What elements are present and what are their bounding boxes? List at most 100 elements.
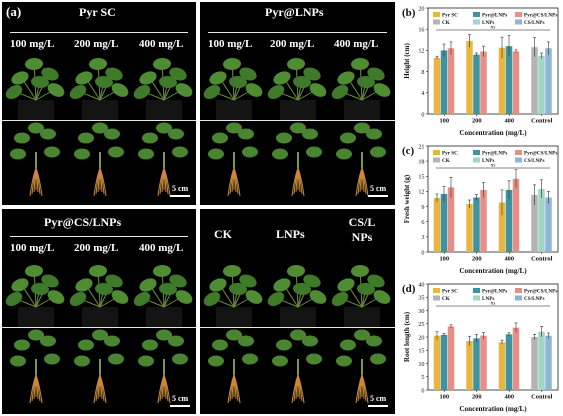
photo-quadrant-pyr-lnps: Pyr@LNPs 100 mg/L 200 mg/L 400 mg/L 5 cm bbox=[200, 2, 395, 205]
x-tick-label: 200 bbox=[472, 118, 482, 125]
x-tick-label: Control bbox=[531, 118, 552, 125]
bar bbox=[480, 51, 487, 114]
legend-swatch bbox=[515, 288, 522, 293]
y-tick-label: 20 bbox=[418, 5, 424, 12]
y-tick-label: 10 bbox=[418, 361, 424, 368]
legend-label: CS/LNPs bbox=[524, 296, 544, 302]
y-tick-label: 5 bbox=[421, 374, 424, 381]
treatment-label: 400 mg/L bbox=[334, 38, 379, 50]
bar bbox=[466, 340, 473, 390]
legend-swatch bbox=[515, 295, 522, 301]
bar bbox=[466, 204, 473, 252]
bar bbox=[512, 51, 520, 114]
photo-quadrant-controls: CK LNPs CS/L NPs 5 cm bbox=[200, 209, 395, 414]
significance-label: ns bbox=[491, 301, 496, 307]
y-tick-label: 35 bbox=[418, 295, 424, 302]
y-axis-label: Height (cm) bbox=[403, 43, 411, 79]
treatment-label: 200 mg/L bbox=[270, 38, 315, 50]
legend-label: Pyr@CS/LNPs bbox=[524, 289, 557, 295]
legend-swatch bbox=[433, 12, 440, 17]
bar bbox=[545, 335, 552, 390]
y-tick-label: 3 bbox=[421, 234, 424, 241]
y-tick-label: 18 bbox=[418, 158, 424, 165]
panel-letter: (b) bbox=[402, 7, 416, 19]
y-tick-label: 12 bbox=[418, 189, 424, 196]
bar bbox=[538, 55, 545, 114]
legend-label: Pyr SC bbox=[442, 13, 458, 19]
legend-label: Pyr@LNPs bbox=[482, 289, 507, 295]
treatment-label: 400 mg/L bbox=[139, 38, 184, 50]
treatment-label: 100 mg/L bbox=[10, 242, 55, 254]
bar bbox=[447, 48, 455, 114]
scale-bar bbox=[368, 195, 388, 197]
y-tick-label: 25 bbox=[418, 321, 424, 328]
scale-bar bbox=[368, 405, 388, 407]
y-tick-label: 4 bbox=[421, 90, 424, 97]
photo-divider bbox=[200, 327, 395, 328]
legend-label: Pyr@LNPs bbox=[482, 13, 507, 19]
photo-divider bbox=[10, 236, 188, 237]
legend-label: LNPs bbox=[482, 158, 494, 164]
bar bbox=[531, 194, 538, 252]
legend-swatch bbox=[515, 19, 522, 25]
photo-divider bbox=[2, 120, 196, 121]
scale-label: 5 cm bbox=[370, 184, 387, 193]
photo-divider bbox=[200, 120, 395, 121]
y-tick-label: 15 bbox=[418, 348, 424, 355]
photo-quadrant-pyr-cs-lnps: Pyr@CS/LNPs 100 mg/L 200 mg/L 400 mg/L 5… bbox=[2, 209, 196, 414]
legend-swatch bbox=[473, 288, 480, 293]
legend-swatch bbox=[473, 150, 480, 155]
treatment-label: 400 mg/L bbox=[139, 242, 184, 254]
bar bbox=[498, 47, 506, 114]
bar bbox=[433, 335, 441, 390]
x-tick-label: 200 bbox=[472, 256, 482, 263]
y-tick-label: 0 bbox=[421, 111, 424, 118]
legend-swatch bbox=[433, 19, 440, 25]
legend-swatch bbox=[515, 150, 522, 155]
x-axis-label: Concentration (mg/L) bbox=[459, 129, 527, 137]
photo-quadrant-pyr-sc: (a) Pyr SC 100 mg/L 200 mg/L 400 mg/L 5 … bbox=[2, 2, 196, 205]
y-tick-label: 6 bbox=[421, 219, 424, 226]
legend-label: CK bbox=[442, 158, 450, 164]
scale-bar bbox=[170, 195, 190, 197]
y-tick-label: 0 bbox=[421, 387, 424, 394]
treatment-label: LNPs bbox=[276, 227, 305, 241]
x-tick-label: 200 bbox=[472, 394, 482, 401]
legend-label: LNPs bbox=[482, 296, 494, 302]
y-tick-label: 9 bbox=[421, 204, 424, 211]
x-tick-label: Control bbox=[531, 256, 552, 263]
bar bbox=[545, 197, 552, 252]
bar bbox=[440, 50, 448, 114]
bar bbox=[440, 334, 448, 390]
bar bbox=[433, 197, 441, 252]
significance-label: ns bbox=[491, 25, 496, 31]
bar bbox=[473, 338, 480, 390]
legend-swatch bbox=[473, 157, 480, 163]
bar bbox=[480, 189, 487, 252]
y-tick-label: 30 bbox=[418, 308, 424, 315]
bar bbox=[531, 337, 538, 390]
x-tick-label: 400 bbox=[504, 394, 514, 401]
chart-fresh-weight: 0 3 6 9 12 15 18 21 Fresh weight (g) Concentratio… bbox=[402, 143, 559, 275]
legend-swatch bbox=[473, 12, 480, 17]
y-tick-label: 40 bbox=[418, 281, 424, 288]
legend-swatch bbox=[433, 295, 440, 301]
photo-divider bbox=[2, 327, 196, 328]
scale-label: 5 cm bbox=[172, 184, 189, 193]
chart-root-length: 0 5 10 15 20 25 30 35 40 Root length (cm) Concentr… bbox=[402, 281, 559, 413]
x-tick-label: 100 bbox=[439, 394, 449, 401]
bar bbox=[433, 57, 441, 114]
treatment-label: 100 mg/L bbox=[208, 38, 253, 50]
legend-swatch bbox=[433, 288, 440, 293]
x-tick-label: 400 bbox=[504, 118, 514, 125]
quadrant-title: Pyr SC bbox=[79, 5, 116, 19]
treatment-label: 200 mg/L bbox=[74, 38, 119, 50]
legend-swatch bbox=[433, 157, 440, 163]
legend-swatch bbox=[473, 19, 480, 25]
bar bbox=[538, 331, 545, 390]
bar bbox=[498, 202, 506, 252]
photo-divider bbox=[10, 32, 188, 33]
legend-label: Pyr@CS/LNPs bbox=[524, 151, 557, 157]
y-axis-label: Fresh weight (g) bbox=[403, 174, 411, 223]
quadrant-title: Pyr@CS/LNPs bbox=[44, 215, 122, 229]
